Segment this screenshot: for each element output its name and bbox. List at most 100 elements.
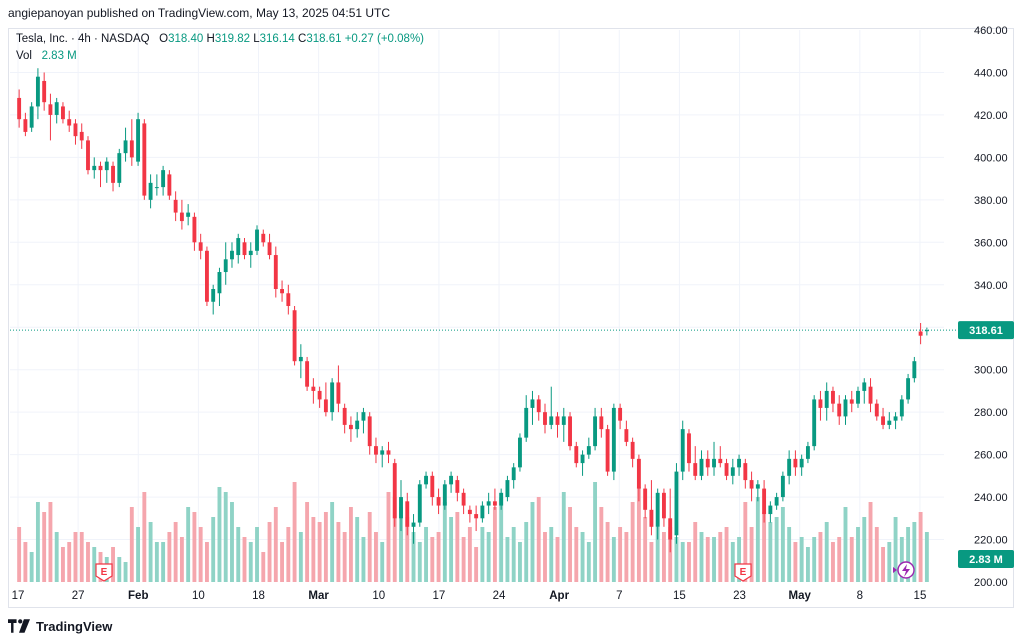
candle-body — [774, 497, 779, 506]
volume-bar — [887, 542, 892, 582]
candle-body — [374, 446, 378, 455]
candle-body — [655, 492, 660, 527]
tradingview-logo-icon — [8, 619, 30, 633]
candle-body — [35, 76, 40, 107]
overlays: 318.61 2.83 M E E — [10, 321, 1014, 582]
candle-body — [123, 140, 128, 154]
candle-body — [849, 399, 854, 404]
candle-body — [856, 390, 860, 404]
volume-bar — [737, 537, 742, 582]
candle-body — [242, 242, 247, 256]
close-value: 318.61 — [306, 33, 342, 45]
footer-brand[interactable]: TradingView — [8, 616, 112, 636]
candle-body — [618, 407, 623, 421]
candle-body — [718, 458, 723, 464]
volume-bar — [699, 532, 704, 582]
volume-bar — [518, 542, 522, 582]
candle-body — [605, 429, 610, 472]
high-label: H — [206, 33, 215, 45]
volume-bar — [536, 497, 541, 582]
volume-bar — [561, 492, 566, 582]
candle-body — [67, 119, 72, 126]
candle-body — [136, 119, 141, 162]
volume-bar — [674, 537, 679, 582]
candle-body — [86, 140, 90, 171]
candle-body — [549, 416, 554, 425]
symbol-title[interactable]: Tesla, Inc. · 4h · NASDAQ — [16, 33, 150, 45]
volume-bar — [480, 527, 485, 582]
earnings-marker: E — [734, 563, 752, 582]
candle-body — [467, 509, 472, 515]
chart-frame[interactable] — [8, 28, 1014, 608]
candle-body — [392, 463, 397, 519]
volume-bar — [743, 502, 748, 582]
candle-body — [411, 522, 416, 527]
candle-body — [223, 259, 228, 273]
candle-body — [449, 475, 454, 485]
volume-bar — [868, 502, 873, 582]
x-tick-label: 10 — [192, 590, 205, 602]
earnings-marker-label: E — [740, 567, 747, 578]
candle-body — [843, 399, 848, 417]
x-tick-label: 24 — [493, 590, 506, 602]
volume-legend[interactable]: Vol 2.83 M — [16, 50, 77, 62]
y-tick-label: 400.00 — [974, 152, 1008, 164]
y-tick-label: 420.00 — [974, 110, 1008, 122]
volume-bar — [655, 527, 660, 582]
candle-body — [524, 407, 529, 438]
volume-bar — [424, 527, 428, 582]
volume-bar — [449, 517, 454, 582]
volume-bar — [242, 537, 247, 582]
volume-bar — [361, 537, 366, 582]
volume-bar — [499, 497, 504, 582]
candle-body — [298, 356, 303, 362]
volume-bar — [342, 532, 347, 582]
x-tick-label: 15 — [914, 590, 927, 602]
candle-body — [643, 488, 648, 510]
volume-bar — [893, 517, 898, 582]
candle-body — [480, 505, 485, 519]
symbol-legend[interactable]: Tesla, Inc. · 4h · NASDAQ O318.40 H319.8… — [16, 33, 424, 45]
candle-body — [661, 492, 666, 519]
volume-bar — [386, 492, 391, 582]
x-tick-label: 7 — [616, 590, 622, 602]
volume-bar — [505, 537, 510, 582]
y-tick-label: 300.00 — [974, 365, 1008, 377]
candle-body — [874, 403, 879, 417]
volume-bar — [705, 537, 710, 582]
x-tick-label: 23 — [733, 590, 746, 602]
candle-body — [831, 390, 835, 404]
candle-body — [267, 242, 272, 256]
candle-body — [680, 429, 685, 472]
volume-bar — [129, 507, 134, 582]
y-tick-label: 220.00 — [974, 535, 1008, 547]
volume-bar — [874, 527, 879, 582]
volume-bar — [486, 532, 491, 582]
volume-bar — [148, 522, 153, 582]
volume-bar — [624, 532, 629, 582]
candle-body — [286, 293, 291, 306]
volume-bar — [524, 522, 529, 582]
volume-bar — [824, 522, 829, 582]
volume-bar — [317, 522, 322, 582]
candle-body — [117, 153, 122, 183]
volume-bar — [336, 522, 341, 582]
candle-body — [574, 446, 579, 464]
candle-body — [217, 272, 222, 294]
candle-body — [824, 390, 829, 408]
candle-body — [812, 399, 817, 447]
volume-bar — [636, 487, 641, 582]
candle-body — [630, 441, 635, 459]
candle-body — [780, 475, 785, 498]
volume-bar — [724, 527, 729, 582]
candle-body — [899, 399, 904, 417]
volume-bar — [605, 522, 610, 582]
candle-body — [23, 119, 28, 132]
volume-bar — [255, 527, 259, 582]
candle-body — [912, 361, 917, 379]
candle-body — [712, 458, 716, 468]
volume-bar — [787, 527, 792, 582]
volume-bar — [461, 537, 466, 582]
volume-bar — [430, 537, 435, 582]
